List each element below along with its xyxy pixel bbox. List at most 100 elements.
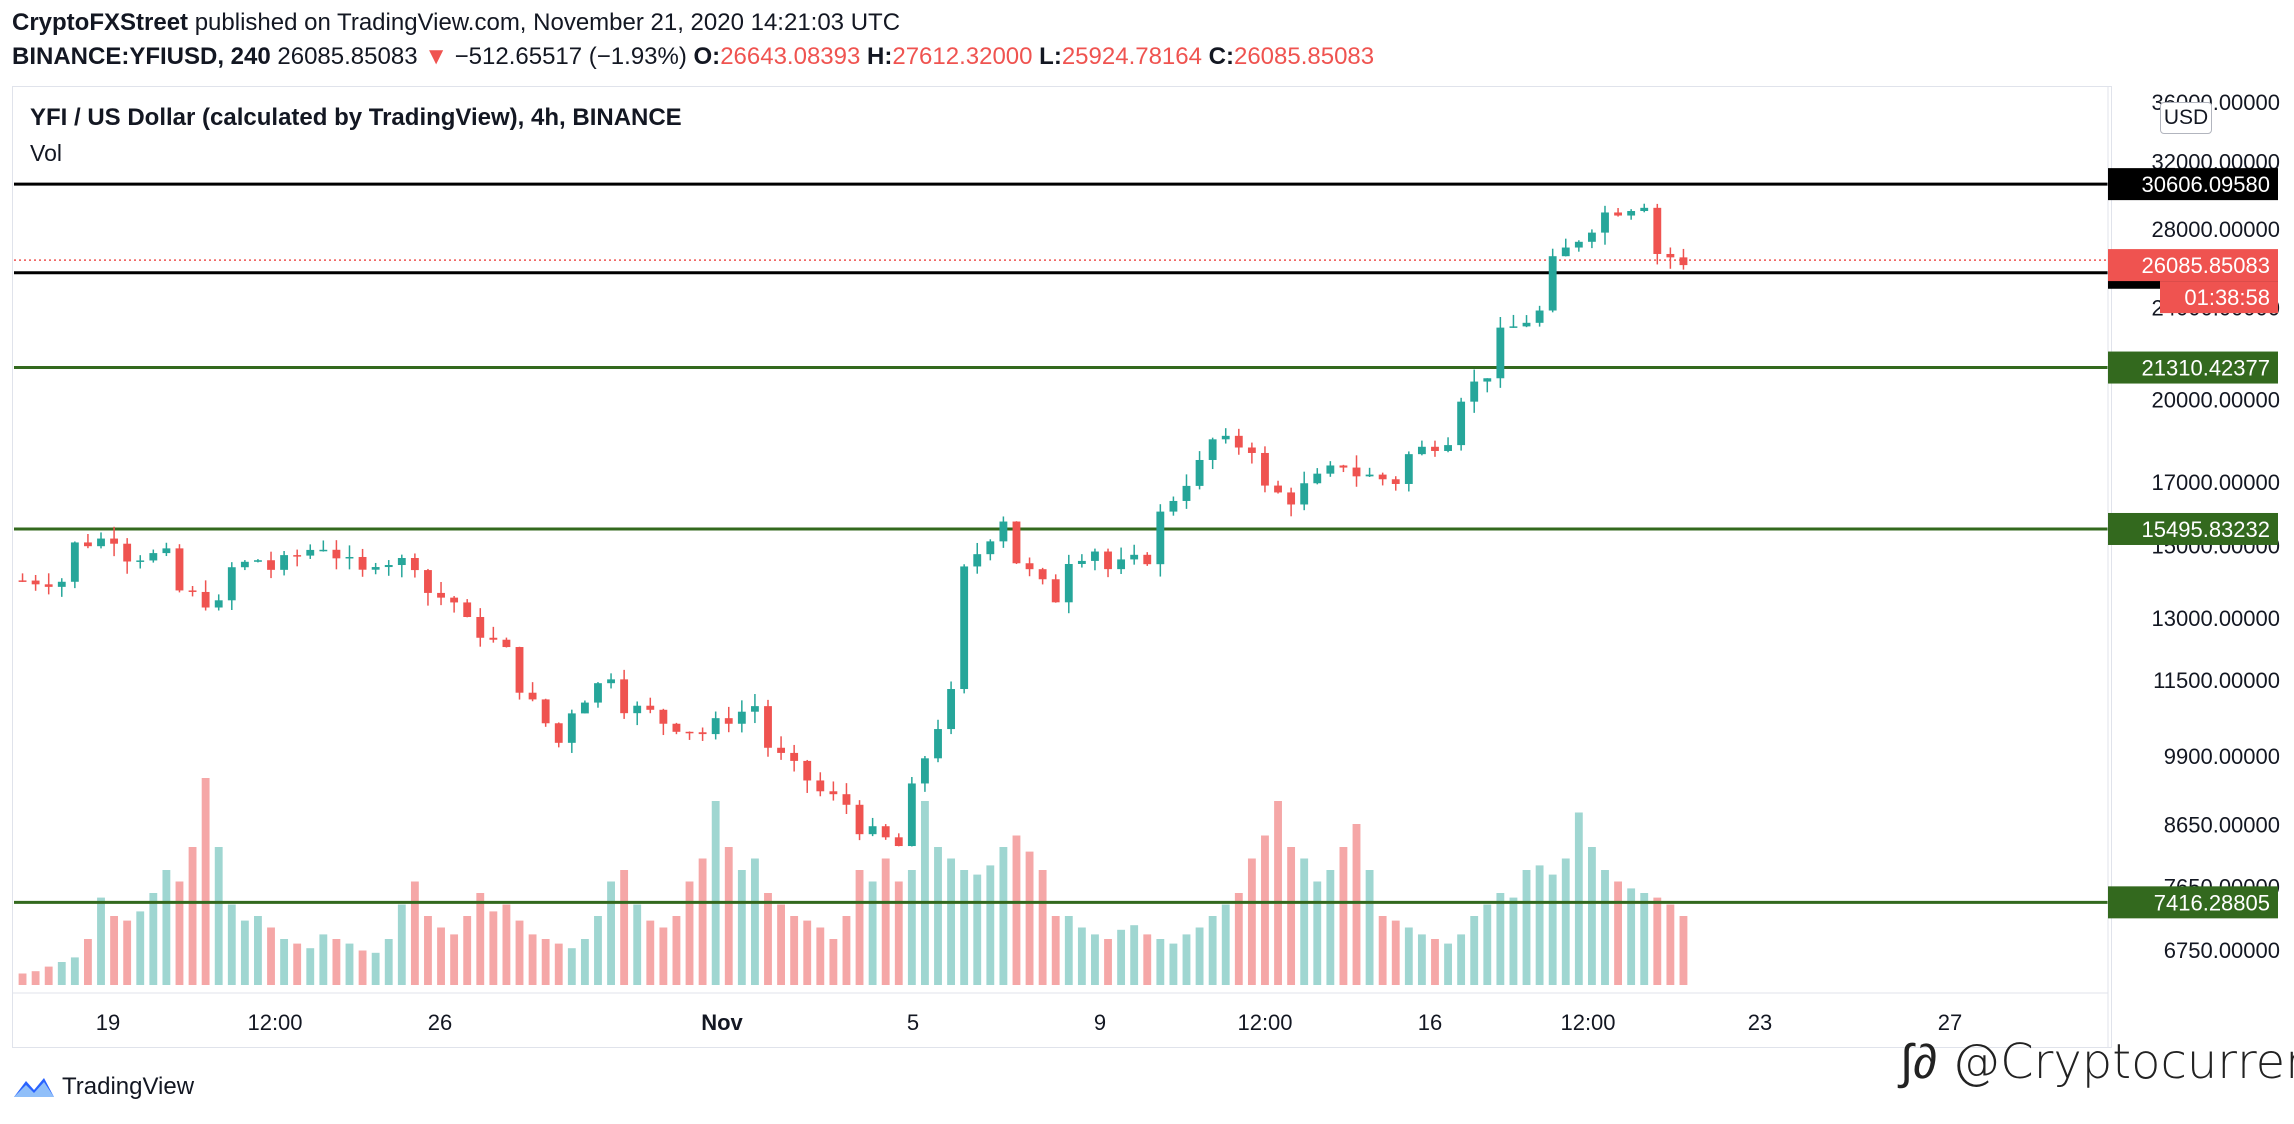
volume-bar xyxy=(633,904,642,985)
candle-body xyxy=(188,590,197,592)
symbol-label[interactable]: BINANCE:YFIUSD, 240 xyxy=(12,43,271,70)
candle-body xyxy=(1208,439,1217,460)
candle-body xyxy=(1431,446,1439,451)
y-tick-label: 6750.00000 xyxy=(2164,938,2280,963)
brand-name: TradingView xyxy=(62,1073,195,1100)
candle-body xyxy=(410,558,419,571)
tradingview-brand[interactable]: TradingView xyxy=(12,1070,194,1104)
volume-bar xyxy=(1640,893,1649,985)
candle-body xyxy=(267,560,275,570)
candle-body xyxy=(293,555,302,557)
volume-bar xyxy=(1548,874,1557,985)
candle-body xyxy=(136,560,145,562)
candle-body xyxy=(1587,232,1596,242)
candle-body xyxy=(31,580,40,585)
volume-bar xyxy=(319,934,328,985)
volume-bar xyxy=(110,916,119,985)
candle-body xyxy=(594,683,602,703)
candle-body xyxy=(149,553,158,561)
volume-bar xyxy=(960,870,969,985)
candle-body xyxy=(907,783,916,847)
volume-bar xyxy=(607,881,615,985)
volume-bar xyxy=(149,893,158,985)
candle-body xyxy=(1234,435,1243,448)
volume-bar xyxy=(1483,904,1492,985)
volume-bar xyxy=(345,943,354,985)
candle-body xyxy=(1548,256,1557,311)
volume-bar xyxy=(1574,812,1583,985)
volume-bar xyxy=(816,927,825,985)
volume-bar xyxy=(1391,920,1400,985)
volume-bar xyxy=(136,911,145,985)
volume-bar xyxy=(1444,943,1452,985)
volume-bar xyxy=(332,939,341,985)
candle-body xyxy=(1391,479,1400,484)
candle-body xyxy=(1522,322,1531,327)
candle-body xyxy=(1012,521,1021,564)
volume-bar xyxy=(999,847,1008,985)
candle-body xyxy=(397,558,406,566)
candle-body xyxy=(1117,559,1126,570)
candle-body xyxy=(463,602,472,617)
volume-bar xyxy=(1326,870,1335,985)
volume-bar xyxy=(842,916,851,985)
volume-bar xyxy=(201,778,210,985)
x-tick-label: 12:00 xyxy=(1237,1010,1292,1035)
candle-body xyxy=(1051,579,1060,603)
volume-bar xyxy=(1182,934,1191,985)
volume-bar xyxy=(384,939,393,985)
volume-bar xyxy=(123,920,132,985)
volume-bar xyxy=(1561,858,1570,985)
candle-body xyxy=(659,709,668,724)
currency-badge[interactable]: USD xyxy=(2160,102,2212,134)
candle-body xyxy=(829,791,838,795)
volume-bar xyxy=(175,881,184,985)
volume-bar xyxy=(489,911,498,985)
candle-body xyxy=(1640,207,1649,212)
candle-body xyxy=(332,549,341,559)
volume-bar xyxy=(1587,847,1596,985)
y-tick-label: 9900.00000 xyxy=(2164,744,2280,769)
low-value: 25924.78164 xyxy=(1061,43,1202,70)
candle-body xyxy=(319,549,328,552)
candle-body xyxy=(947,689,956,730)
candle-body xyxy=(1365,474,1374,477)
volume-bar xyxy=(1352,824,1361,985)
candle-body xyxy=(384,565,393,568)
candle-body xyxy=(816,780,825,792)
ohlc-legend: BINANCE:YFIUSD, 240 26085.85083 ▼ −512.6… xyxy=(12,42,1374,72)
volume-bar xyxy=(1417,934,1426,985)
volume-bar xyxy=(1143,934,1152,985)
candle-body xyxy=(1326,465,1335,474)
candle-body xyxy=(57,581,66,587)
candle-body xyxy=(254,560,262,562)
candle-body xyxy=(1404,454,1413,484)
candle-body xyxy=(175,548,184,591)
volume-bar xyxy=(44,966,53,985)
volume-bar xyxy=(1208,916,1217,985)
volume-bar xyxy=(986,865,995,985)
publisher-name[interactable]: CryptoFXStreet xyxy=(12,9,189,36)
chart-frame[interactable] xyxy=(12,86,2112,1048)
volume-bar xyxy=(1221,904,1230,985)
candle-body xyxy=(1378,474,1387,480)
candle-body xyxy=(1247,447,1256,453)
y-tick-label: 11500.00000 xyxy=(2153,668,2280,693)
volume-bar xyxy=(1038,870,1047,985)
volume-indicator-label[interactable]: Vol xyxy=(30,140,62,166)
volume-bar xyxy=(1051,916,1060,985)
volume-bar xyxy=(881,858,890,985)
x-tick-label: 5 xyxy=(907,1010,919,1035)
volume-bar xyxy=(672,916,681,985)
candle-body xyxy=(1574,241,1583,248)
level-price-label: 21310.42377 xyxy=(2142,356,2270,381)
candle-body xyxy=(737,711,746,724)
candle-body xyxy=(803,760,812,781)
candle-body xyxy=(1601,212,1609,233)
volume-bar xyxy=(868,881,877,985)
x-tick-label: 9 xyxy=(1094,1010,1106,1035)
level-price-label: 30606.09580 xyxy=(2142,172,2270,197)
volume-bar xyxy=(646,920,655,985)
volume-bar xyxy=(1234,893,1243,985)
